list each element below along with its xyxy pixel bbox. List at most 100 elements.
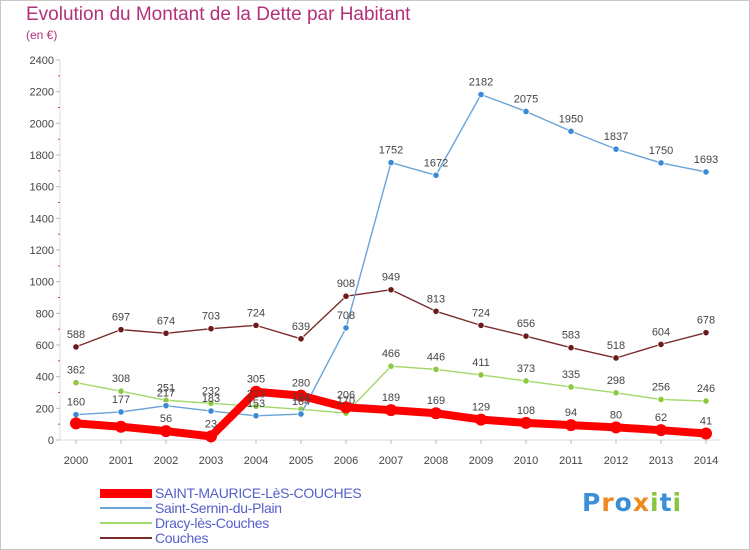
legend-label: Couches: [155, 530, 209, 546]
data-point: [702, 329, 710, 337]
x-tick-label: 2004: [244, 455, 268, 467]
data-label: 41: [700, 416, 712, 428]
data-point: [387, 159, 395, 167]
x-tick-label: 2009: [469, 455, 493, 467]
logo-letter: r: [601, 488, 615, 517]
legend-item-couches[interactable]: Couches: [100, 530, 208, 546]
data-label: 2182: [469, 77, 493, 89]
data-point: [475, 413, 487, 426]
data-label: 411: [472, 357, 490, 369]
data-label: 949: [382, 272, 400, 284]
y-tick-label: 2000: [30, 118, 54, 130]
data-point: [477, 371, 485, 379]
x-tick-label: 2012: [604, 455, 628, 467]
data-point: [612, 389, 620, 397]
data-label: 108: [517, 405, 535, 417]
data-label: 308: [112, 373, 130, 385]
data-label: 298: [607, 375, 625, 387]
data-label: 604: [652, 326, 670, 338]
data-label: 217: [157, 388, 175, 400]
data-label: 1672: [424, 157, 448, 169]
data-label: 213: [247, 388, 265, 400]
data-point: [567, 383, 575, 391]
legend-swatch: [100, 488, 152, 498]
data-point: [432, 365, 440, 373]
y-tick-label: 600: [36, 340, 54, 352]
data-label: 94: [565, 407, 577, 419]
legend-item-dracy[interactable]: Dracy-lès-Couches: [100, 515, 269, 531]
x-tick-label: 2007: [379, 455, 403, 467]
x-tick-label: 2010: [514, 455, 538, 467]
data-label: 583: [562, 330, 580, 342]
data-label: 1693: [694, 154, 718, 166]
x-tick-label: 2014: [694, 455, 718, 467]
data-label: 251: [157, 382, 175, 394]
data-point: [657, 159, 665, 167]
y-tick-label: 1400: [30, 213, 54, 225]
data-point: [342, 292, 350, 300]
data-point: [207, 399, 215, 407]
x-tick-label: 2006: [334, 455, 358, 467]
y-tick-label: 1600: [30, 182, 54, 194]
data-point: [522, 107, 530, 116]
data-point: [72, 379, 80, 387]
data-point: [252, 412, 260, 420]
data-label: 724: [247, 307, 265, 319]
data-point: [160, 425, 172, 438]
y-tick-label: 1800: [30, 150, 54, 162]
data-label: 164: [292, 396, 310, 408]
legend-item-saint-maurice[interactable]: SAINT-MAURICE-LèS-COUCHES: [100, 485, 362, 501]
logo-letter: x: [632, 488, 650, 517]
data-point: [430, 407, 442, 420]
data-point: [162, 402, 170, 410]
data-point: [117, 326, 125, 334]
logo-letter: P: [582, 488, 602, 517]
data-point: [522, 332, 530, 340]
data-point: [522, 377, 530, 385]
data-point: [657, 395, 665, 404]
y-tick-label: 2200: [30, 87, 54, 99]
data-label: 160: [67, 397, 85, 409]
data-point: [117, 387, 125, 395]
y-tick-label: 1000: [30, 277, 54, 289]
data-point: [387, 286, 395, 294]
data-label: 724: [472, 307, 490, 319]
data-label: 908: [337, 278, 355, 290]
x-tick-label: 2008: [424, 455, 448, 467]
data-label: 588: [67, 329, 85, 341]
data-label: 373: [517, 363, 535, 375]
data-label: 80: [610, 409, 622, 421]
data-point: [702, 168, 710, 176]
data-label: 466: [382, 348, 400, 360]
x-tick-label: 2001: [109, 455, 133, 467]
data-label: 62: [655, 412, 667, 424]
y-tick-label: 200: [36, 403, 54, 415]
data-point: [477, 90, 485, 99]
data-point: [115, 420, 127, 433]
data-label: 1837: [604, 131, 628, 143]
data-point: [520, 416, 532, 429]
data-label: 56: [160, 413, 172, 425]
data-point: [565, 419, 577, 432]
logo-letter: o: [614, 488, 633, 517]
y-tick-label: 1200: [30, 245, 54, 257]
data-label: 232: [202, 385, 220, 397]
proxiti-logo: Proxiti: [582, 488, 682, 517]
data-label: 256: [652, 381, 670, 393]
data-point: [250, 385, 262, 398]
x-tick-label: 2005: [289, 455, 313, 467]
logo-letter: i: [672, 488, 683, 517]
data-point: [657, 340, 665, 348]
data-label: 305: [247, 374, 265, 386]
data-label: 183: [202, 393, 220, 405]
data-point: [567, 127, 575, 135]
y-tick-label: 0: [48, 435, 54, 447]
legend-item-saint-sernin[interactable]: Saint-Sernin-du-Plain: [100, 500, 282, 516]
data-point: [252, 402, 260, 410]
data-label: 703: [202, 311, 220, 323]
data-point: [207, 407, 215, 415]
data-point: [162, 329, 170, 337]
data-point: [477, 321, 485, 329]
data-label: 656: [517, 318, 535, 330]
x-tick-label: 2000: [64, 455, 88, 467]
